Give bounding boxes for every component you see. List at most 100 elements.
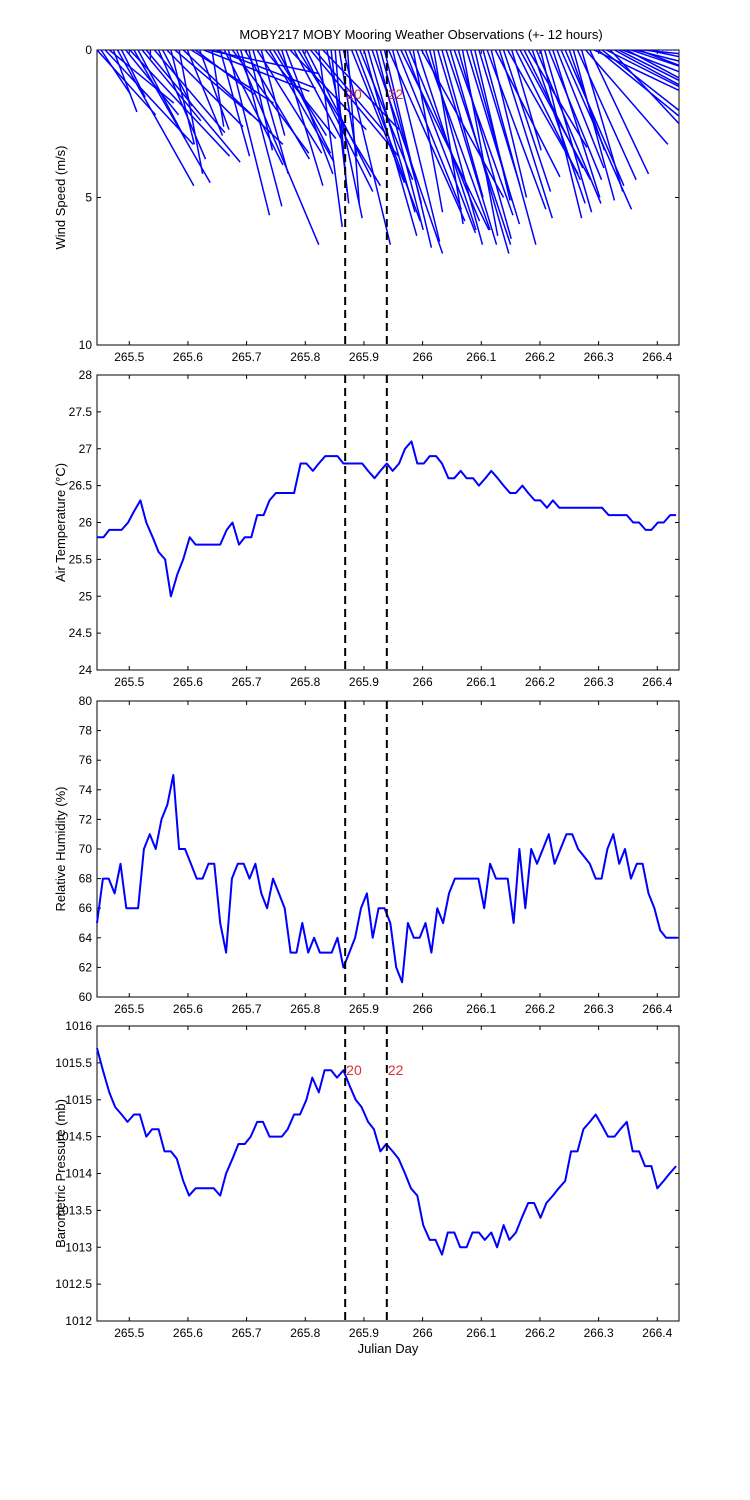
- y-axis-label: Wind Speed (m/s): [53, 145, 68, 249]
- y-tick-label: 66: [79, 901, 93, 915]
- x-tick-label: 265.7: [232, 350, 262, 364]
- wind-vector: [647, 50, 679, 58]
- wind-vector: [482, 50, 537, 245]
- x-tick-label: 266.1: [466, 675, 496, 689]
- wind-vector: [137, 50, 186, 139]
- y-tick-label: 1014: [65, 1167, 92, 1181]
- wind-vector: [457, 50, 512, 240]
- y-axis-label: Air Temperature (°C): [53, 463, 68, 582]
- wind-vector: [252, 50, 289, 175]
- wind-vector: [375, 50, 424, 231]
- wind-vector: [120, 50, 146, 98]
- x-tick-label: 266.1: [466, 1326, 496, 1340]
- wind-vector: [387, 50, 466, 222]
- wind-vector: [309, 50, 400, 157]
- wind-vector: [502, 50, 552, 192]
- wind-vector: [638, 50, 679, 67]
- x-tick-label: 266.2: [525, 350, 555, 364]
- wind-vector: [178, 50, 204, 175]
- wind-vector: [301, 50, 374, 192]
- wind-vector: [585, 50, 669, 145]
- x-tick-label: 266: [413, 350, 433, 364]
- time-marker-label: 22: [388, 1062, 404, 1078]
- wind-vector: [100, 50, 132, 95]
- x-tick-label: 265.6: [173, 1002, 203, 1016]
- y-tick-label: 26: [79, 516, 93, 530]
- wind-vector: [657, 50, 668, 51]
- wind-vector: [268, 50, 335, 163]
- x-tick-label: 265.7: [232, 675, 262, 689]
- x-tick-label: 265.7: [232, 1326, 262, 1340]
- y-tick-label: 1016: [65, 1019, 92, 1033]
- y-tick-label: 78: [79, 724, 93, 738]
- wind-vector: [367, 50, 416, 213]
- wind-vector: [649, 50, 660, 51]
- wind-vector: [645, 50, 656, 51]
- x-tick-label: 265.8: [290, 350, 320, 364]
- y-tick-label: 5: [85, 191, 92, 205]
- x-tick-label: 266.1: [466, 1002, 496, 1016]
- x-tick-label: 265.8: [290, 675, 320, 689]
- x-tick-label: 265.9: [349, 675, 379, 689]
- wind-vector: [235, 50, 320, 245]
- wind-vector: [470, 50, 513, 201]
- wind-vector: [416, 50, 477, 231]
- x-tick-label: 265.9: [349, 1326, 379, 1340]
- x-tick-label: 266.4: [642, 1002, 672, 1016]
- wind-vector: [661, 50, 672, 51]
- wind-vector: [641, 50, 652, 51]
- wind-vector: [552, 50, 601, 198]
- wind-vector: [653, 50, 664, 51]
- y-tick-label: 80: [79, 694, 93, 708]
- y-tick-label: 70: [79, 842, 93, 856]
- wind-vector: [511, 50, 542, 151]
- wind-vector: [133, 50, 211, 184]
- x-tick-label: 265.8: [290, 1002, 320, 1016]
- y-tick-label: 1013: [65, 1240, 92, 1254]
- y-tick-label: 1015.5: [55, 1056, 92, 1070]
- y-tick-label: 1012: [65, 1314, 92, 1328]
- wind-vector: [449, 50, 510, 254]
- wind-vector: [404, 50, 477, 234]
- wind-vector: [223, 50, 284, 166]
- y-tick-label: 25: [79, 589, 93, 603]
- y-axis-label: Barometric Pressure (mb): [53, 1099, 68, 1248]
- wind-vector: [474, 50, 511, 201]
- x-tick-label: 265.9: [349, 350, 379, 364]
- y-tick-label: 0: [85, 43, 92, 57]
- wind-vector: [461, 50, 499, 236]
- wind-vector: [260, 50, 286, 136]
- wind-vector: [580, 50, 624, 192]
- panel-barometric-pressure: 265.5 265.6 265.7 265.8 265.9 266 266.1 266.2 26…: [53, 1019, 680, 1356]
- wind-vector: [614, 50, 679, 86]
- figure-title: MOBY217 MOBY Mooring Weather Observation…: [239, 27, 602, 42]
- wind-vector: [665, 50, 677, 51]
- wind-vector: [601, 50, 679, 112]
- wind-vector: [548, 50, 603, 181]
- x-tick-label: 266: [413, 675, 433, 689]
- x-tick-label: 266: [413, 1002, 433, 1016]
- wind-vector: [383, 50, 433, 248]
- y-tick-label: 64: [79, 931, 93, 945]
- y-tick-label: 76: [79, 753, 93, 767]
- x-tick-label: 265.5: [114, 675, 144, 689]
- wind-vector: [240, 50, 283, 207]
- plot-frame: [96, 374, 680, 671]
- wind-vector: [186, 50, 224, 136]
- x-tick-label: 265.9: [349, 1002, 379, 1016]
- wind-vector: [609, 50, 679, 125]
- panel-wind: 265.5 265.6 265.7 265.8 265.9 266 266.1 266.2 26…: [53, 43, 680, 364]
- x-tick-label: 266.2: [525, 1002, 555, 1016]
- y-tick-label: 10: [79, 338, 93, 352]
- wind-vector: [630, 50, 679, 67]
- wind-vector: [437, 50, 498, 245]
- wind-vector: [129, 50, 231, 157]
- x-tick-label: 266.2: [525, 1326, 555, 1340]
- x-axis-label: Julian Day: [358, 1341, 419, 1356]
- wind-vectors: [97, 50, 679, 254]
- wind-vector: [153, 50, 226, 134]
- wind-vector: [593, 50, 679, 92]
- wind-vector: [227, 50, 271, 216]
- wind-vector: [498, 50, 553, 219]
- wind-vector: [195, 50, 255, 95]
